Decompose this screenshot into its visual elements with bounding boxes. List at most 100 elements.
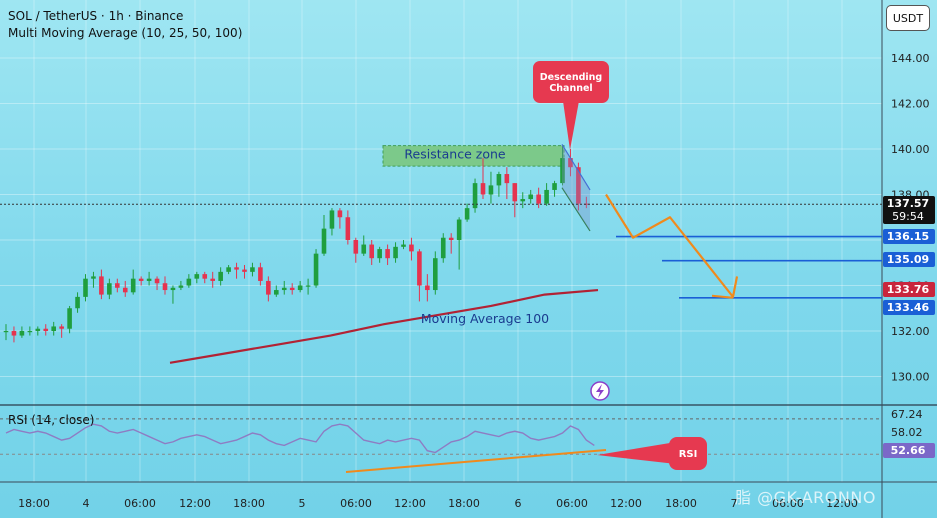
watermark-text: 脂 @GK-ARONNO (735, 488, 876, 507)
y-tick-label: 144.00 (891, 52, 930, 65)
candle-body (417, 251, 422, 286)
candle-body (568, 158, 573, 168)
x-tick-label: 12:00 (826, 497, 858, 510)
candle-body (488, 185, 494, 195)
candle-body (107, 283, 112, 295)
indicator-title: Multi Moving Average (10, 25, 50, 100) (8, 26, 243, 40)
candle-body (425, 285, 430, 291)
candle-body (321, 228, 327, 254)
price-axis-label (883, 300, 935, 315)
candle-body (353, 240, 359, 254)
rsi-callout (669, 437, 707, 470)
x-tick-label: 7 (731, 497, 738, 510)
candle-body (345, 217, 351, 240)
channel-fill (562, 144, 590, 231)
candle-body (584, 203, 589, 205)
x-tick-label: 4 (83, 497, 90, 510)
x-tick-label: 18:00 (448, 497, 480, 510)
rsi-value-badge (883, 443, 935, 458)
candle-body (51, 326, 56, 331)
candle-body (337, 210, 343, 218)
candle-body (99, 276, 104, 295)
candle-body (186, 278, 192, 286)
x-tick-label: 18:00 (18, 497, 50, 510)
projection-path (605, 193, 739, 298)
x-tick-label: 6 (515, 497, 522, 510)
projection-arrowhead (711, 294, 734, 299)
price-axis-label-text: 136.15 (887, 230, 929, 243)
candle-body (496, 174, 502, 186)
rsi-value-text: 52.66 (891, 444, 926, 457)
price-axis-label-text: 135.09 (887, 253, 929, 266)
x-tick-label: 18:00 (233, 497, 265, 510)
candle-body (305, 285, 311, 287)
candle-body (329, 210, 335, 229)
candle-body (297, 285, 303, 291)
candle-body (456, 219, 462, 240)
x-tick-label: 12:00 (610, 497, 642, 510)
candle-body (433, 258, 438, 291)
candle-body (313, 253, 319, 286)
channel-upper-line (561, 144, 591, 191)
resistance-zone-label: Resistance zone (404, 147, 505, 162)
candle-body (472, 183, 478, 209)
candle-body (75, 296, 80, 309)
rsi-tick-label: 67.24 (891, 408, 923, 421)
candle-body (258, 267, 263, 281)
candle-body (218, 271, 223, 281)
candle-body (448, 237, 454, 240)
descending-callout-line1: Descending (540, 72, 602, 83)
ma100-line (169, 288, 599, 364)
x-tick-label: 06:00 (340, 497, 372, 510)
candle-body (504, 174, 510, 184)
y-tick-label: 130.00 (891, 371, 930, 384)
candle-body (520, 199, 526, 202)
candle-body (552, 183, 557, 190)
candle-body (536, 194, 541, 204)
currency-button[interactable]: USDT (886, 5, 930, 31)
y-tick-label: 132.00 (891, 325, 930, 338)
price-axis-label (883, 196, 935, 224)
candle-body (250, 267, 255, 272)
candle-body (122, 287, 128, 293)
y-tick-label: 142.00 (891, 98, 930, 111)
candle-body (115, 283, 120, 288)
candle-body (281, 287, 287, 291)
price-axis-label-text: 133.76 (887, 283, 930, 296)
y-tick-label: 140.00 (891, 143, 930, 156)
candle-body (369, 244, 374, 259)
candle-body (361, 244, 367, 254)
x-tick-label: 06:00 (124, 497, 156, 510)
price-axis-label (883, 252, 935, 267)
candle-body (234, 267, 239, 270)
x-tick-label: 06:00 (772, 497, 804, 510)
candle-body (576, 167, 581, 204)
x-tick-label: 12:00 (394, 497, 426, 510)
x-tick-label: 06:00 (556, 497, 588, 510)
lightning-icon-glyph (596, 384, 604, 398)
symbol-title: SOL / TetherUS · 1h · Binance (8, 9, 184, 23)
candle-body (409, 244, 414, 252)
candle-body (130, 278, 136, 293)
ma100-label: Moving Average 100 (421, 311, 549, 326)
descending-callout-pointer (563, 101, 579, 150)
candle-body (178, 285, 184, 288)
candle-body (512, 183, 518, 202)
candle-body (480, 183, 486, 195)
x-tick-label: 18:00 (665, 497, 697, 510)
candle-body (377, 249, 382, 259)
resistance-zone (382, 145, 565, 167)
rsi-title: RSI (14, close) (8, 413, 95, 427)
candle-body (393, 246, 398, 259)
price-axis-label-text: 137.57 (887, 197, 929, 210)
candle-body (194, 274, 200, 279)
candle-body (19, 331, 25, 336)
x-tick-label: 12:00 (179, 497, 211, 510)
candle-body (560, 158, 565, 184)
descending-callout-line2: Channel (549, 83, 592, 94)
rsi-line (5, 423, 595, 454)
candle-body (154, 278, 160, 284)
candle-body (226, 267, 231, 272)
